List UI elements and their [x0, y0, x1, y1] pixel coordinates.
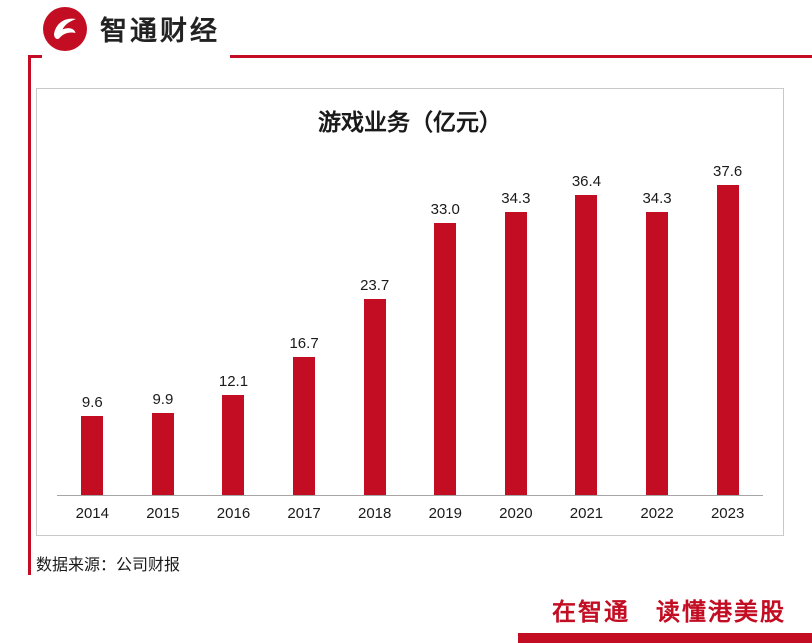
- bar: [504, 212, 527, 495]
- x-axis-tick-label: 2019: [428, 505, 462, 522]
- bar: [222, 395, 245, 495]
- bar-plot-area: 9.6 9.9 12.1 16.7 23.7 33.0 34.3 36.4 34.3 37.6: [57, 136, 763, 496]
- x-axis-tick-label: 2014: [75, 505, 109, 522]
- bar-group: 34.3: [481, 190, 552, 495]
- bar-value-label: 9.6: [81, 394, 103, 411]
- data-source-note: 数据来源：公司财报: [36, 557, 181, 574]
- x-axis-tick-label: 2018: [357, 505, 392, 522]
- bar-group: 16.7: [269, 335, 340, 495]
- brand-name: 智通财经: [100, 16, 220, 46]
- bar-value-label: 36.4: [571, 173, 602, 190]
- x-axis-tick-label: 2023: [710, 505, 745, 522]
- bar-value-label: 33.0: [430, 201, 460, 218]
- x-axis-tick-label: 2017: [287, 505, 321, 522]
- bar-value-label: 9.9: [152, 391, 174, 408]
- bar: [81, 416, 104, 495]
- bar: [575, 195, 598, 495]
- x-axis-tick-label: 2015: [146, 505, 180, 522]
- bar-group: 37.6: [692, 163, 763, 495]
- slogan-text: 在智通 读懂港美股: [552, 599, 786, 626]
- chart-title: 游戏业务（亿元）: [318, 109, 502, 135]
- bar-group: 9.6: [57, 394, 128, 495]
- left-red-frame-line: [28, 55, 31, 575]
- bar-group: 34.3: [622, 190, 693, 495]
- bar-value-label: 23.7: [360, 277, 390, 294]
- bar: [716, 185, 739, 495]
- bar: [293, 357, 316, 495]
- bar-value-label: 34.3: [642, 190, 672, 207]
- bar-group: 9.9: [128, 391, 199, 495]
- x-axis-tick-label: 2022: [640, 505, 674, 522]
- bar-value-label: 16.7: [289, 335, 319, 352]
- bar-value-label: 12.1: [218, 373, 249, 390]
- chart: 游戏业务（亿元） 9.6 9.9 12.1 16.7 23.7 33.0 34.3 36.4 3…: [36, 88, 784, 536]
- bar-group: 23.7: [339, 277, 410, 495]
- x-axis-tick-label: 2016: [216, 505, 251, 522]
- bar-group: 12.1: [198, 373, 269, 495]
- bar: [646, 212, 669, 495]
- bar: [363, 299, 386, 495]
- zhitong-logo-icon: [42, 6, 88, 57]
- bar-group: 33.0: [410, 201, 481, 495]
- x-axis-tick-label: 2021: [569, 505, 604, 522]
- bar-value-label: 37.6: [713, 163, 743, 180]
- bottom-red-strip: [518, 633, 812, 643]
- bar: [434, 223, 457, 495]
- x-axis-labels: 2014 2015 2016 2017 2018 2019 2020 2021 2022 2023: [57, 496, 763, 522]
- bar-group: 36.4: [551, 173, 622, 495]
- bar-value-label: 34.3: [501, 190, 531, 207]
- brand: 智通财经: [42, 6, 230, 61]
- top-red-frame-line: [28, 55, 812, 58]
- bar: [151, 413, 174, 495]
- x-axis-tick-label: 2020: [499, 505, 533, 522]
